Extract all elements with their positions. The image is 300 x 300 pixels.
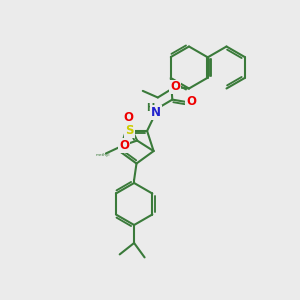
Text: methyl: methyl	[96, 154, 110, 158]
Text: O: O	[124, 111, 134, 124]
Text: O: O	[186, 95, 196, 109]
Text: O: O	[119, 139, 129, 152]
Text: N: N	[151, 106, 161, 119]
Text: S: S	[125, 124, 134, 137]
Text: O: O	[170, 80, 180, 94]
Text: H: H	[147, 103, 155, 113]
